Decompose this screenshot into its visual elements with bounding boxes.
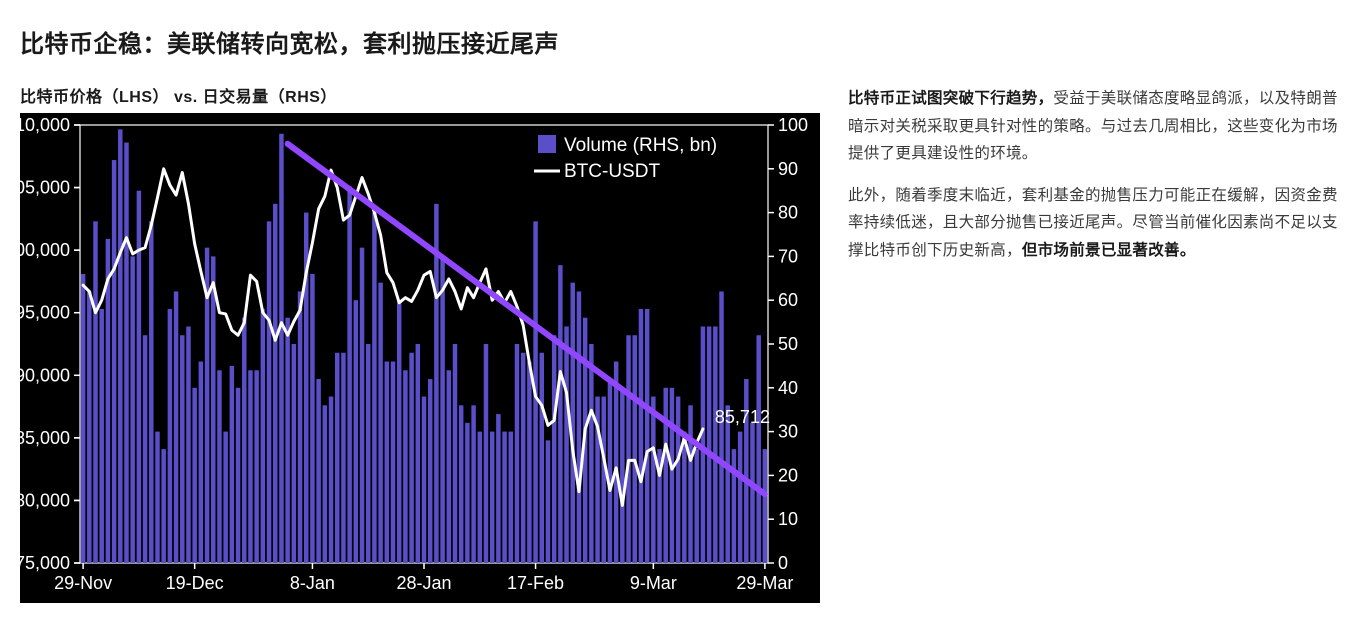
svg-text:05,000: 05,000 [20, 178, 70, 198]
svg-text:90: 90 [778, 159, 798, 179]
p1-bold: 比特币正试图突破下行趋势， [848, 90, 1053, 107]
svg-text:0: 0 [778, 553, 788, 573]
svg-text:Volume (RHS, bn): Volume (RHS, bn) [564, 135, 717, 156]
svg-text:60: 60 [778, 290, 798, 310]
page-title: 比特币企稳：美联储转向宽松，套利抛压接近尾声 [20, 24, 1352, 59]
paragraph-2: 此外，随着季度末临近，套利基金的抛售压力可能正在缓解，因资金费率持续低迷，且大部… [848, 182, 1352, 265]
svg-text:75,000: 75,000 [20, 553, 70, 573]
svg-text:20: 20 [778, 465, 798, 485]
paragraph-1: 比特币正试图突破下行趋势，受益于美联储态度略显鸽派，以及特朗普暗示对关税采取更具… [848, 85, 1352, 168]
chart-column: 比特币价格（LHS） vs. 日交易量（RHS） 10,000 05,000 00,… [20, 83, 820, 603]
svg-text:100: 100 [778, 115, 808, 135]
svg-text:40: 40 [778, 378, 798, 398]
svg-text:29-Nov: 29-Nov [54, 573, 112, 593]
svg-text:BTC-USDT: BTC-USDT [564, 161, 660, 182]
svg-text:19-Dec: 19-Dec [166, 573, 224, 593]
side-commentary: 比特币正试图突破下行趋势，受益于美联储态度略显鸽派，以及特朗普暗示对关税采取更具… [848, 83, 1352, 278]
svg-text:85,712: 85,712 [715, 407, 770, 427]
svg-text:10,000: 10,000 [20, 115, 70, 135]
svg-text:8-Jan: 8-Jan [290, 573, 335, 593]
svg-text:10: 10 [778, 509, 798, 529]
svg-text:80,000: 80,000 [20, 490, 70, 510]
svg-text:29-Mar: 29-Mar [736, 573, 793, 593]
svg-text:50: 50 [778, 334, 798, 354]
svg-text:17-Feb: 17-Feb [507, 573, 564, 593]
content-row: 比特币价格（LHS） vs. 日交易量（RHS） 10,000 05,000 00,… [20, 83, 1352, 603]
price-volume-chart: 10,000 05,000 00,000 95,000 90,000 85,000 80,0… [20, 113, 820, 603]
p2-bold: 但市场前景已显著改善。 [1022, 242, 1196, 259]
chart-subtitle: 比特币价格（LHS） vs. 日交易量（RHS） [20, 83, 820, 107]
svg-text:00,000: 00,000 [20, 240, 70, 260]
svg-text:70: 70 [778, 246, 798, 266]
svg-text:9-Mar: 9-Mar [630, 573, 677, 593]
svg-text:85,000: 85,000 [20, 428, 70, 448]
svg-text:30: 30 [778, 422, 798, 442]
svg-text:95,000: 95,000 [20, 303, 70, 323]
svg-text:80: 80 [778, 203, 798, 223]
svg-text:28-Jan: 28-Jan [396, 573, 451, 593]
svg-text:90,000: 90,000 [20, 365, 70, 385]
